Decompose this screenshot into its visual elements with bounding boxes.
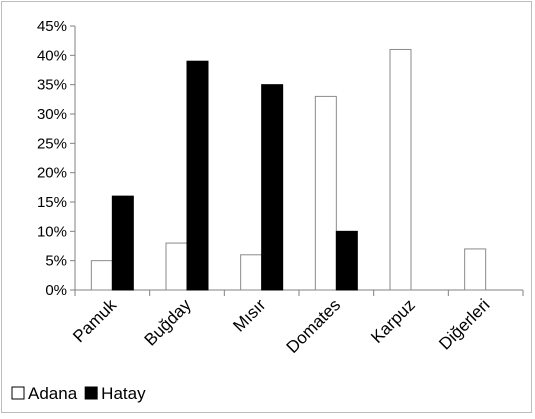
- y-axis: 0% 5% 10% 15% 20% 25% 30% 35% 40% 45%: [37, 18, 76, 299]
- x-tick-label: Pamuk: [69, 295, 120, 346]
- y-tick-label: 0%: [45, 282, 67, 299]
- bar-adana: [165, 242, 188, 291]
- legend-swatch-adana: [11, 386, 25, 400]
- x-tick-label: Diğerleri: [435, 295, 493, 353]
- bar-hatay: [261, 84, 284, 291]
- x-tick-label: Mısır: [229, 295, 269, 335]
- y-tick-label: 25%: [37, 135, 67, 152]
- y-tick-label: 10%: [37, 223, 67, 240]
- bar-adana: [464, 248, 487, 291]
- x-axis: Pamuk Buğday Mısır Domates Karpuz Diğerleri: [69, 289, 524, 357]
- x-tick-label: Buğday: [141, 295, 196, 350]
- bar-hatay: [111, 195, 134, 291]
- chart-frame: 0% 5% 10% 15% 20% 25% 30% 35% 40% 45% Pamuk Buğday…: [1, 1, 532, 413]
- bars: [90, 48, 487, 291]
- bar-adana: [314, 95, 337, 291]
- legend-label-adana: Adana: [28, 384, 78, 403]
- bar-hatay: [186, 60, 209, 291]
- x-tick-label: Karpuz: [367, 295, 419, 347]
- y-tick-label: 35%: [37, 77, 67, 94]
- bar-chart: 0% 5% 10% 15% 20% 25% 30% 35% 40% 45% Pamuk Buğday…: [11, 18, 524, 403]
- bar-adana: [240, 254, 263, 291]
- bar-adana: [90, 260, 113, 291]
- legend: Adana Hatay: [11, 384, 146, 403]
- x-tick-label: Domates: [283, 295, 345, 357]
- bar-adana: [389, 48, 412, 291]
- y-tick-label: 15%: [37, 194, 67, 211]
- y-tick-label: 30%: [37, 106, 67, 123]
- y-tick-label: 20%: [37, 165, 67, 182]
- y-tick-label: 40%: [37, 47, 67, 64]
- legend-label-hatay: Hatay: [101, 384, 146, 403]
- legend-swatch-hatay: [84, 386, 98, 400]
- y-tick-label: 45%: [37, 18, 67, 35]
- y-tick-label: 5%: [45, 253, 67, 270]
- bar-hatay: [335, 230, 358, 291]
